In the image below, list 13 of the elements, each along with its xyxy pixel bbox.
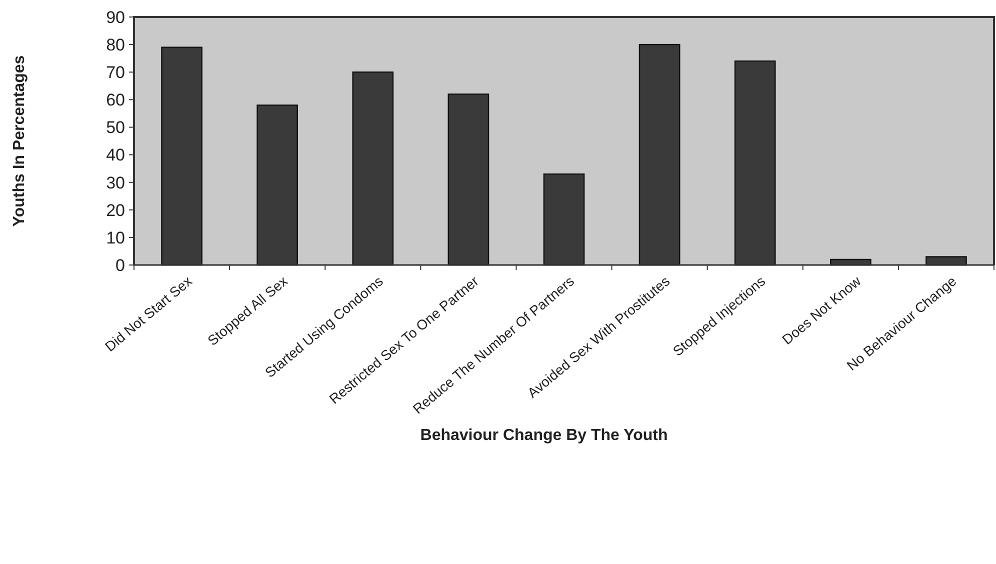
y-tick-label: 90	[106, 8, 125, 27]
y-tick-label: 80	[106, 36, 125, 55]
y-tick-label: 40	[106, 146, 125, 165]
y-tick-label: 70	[106, 63, 125, 82]
y-tick-label: 50	[106, 118, 125, 138]
x-axis-title: Behaviour Change By The Youth	[420, 427, 668, 444]
y-axis-title: Youths In Percentages	[11, 55, 28, 227]
y-tick-label: 60	[106, 90, 125, 110]
y-tick-label: 30	[106, 173, 125, 192]
y-tick-label: 20	[106, 200, 125, 220]
y-tick-label: 0	[116, 256, 125, 275]
x-tick-label: Did Not Start Sex	[102, 272, 195, 355]
y-tick-label: 10	[106, 228, 125, 248]
